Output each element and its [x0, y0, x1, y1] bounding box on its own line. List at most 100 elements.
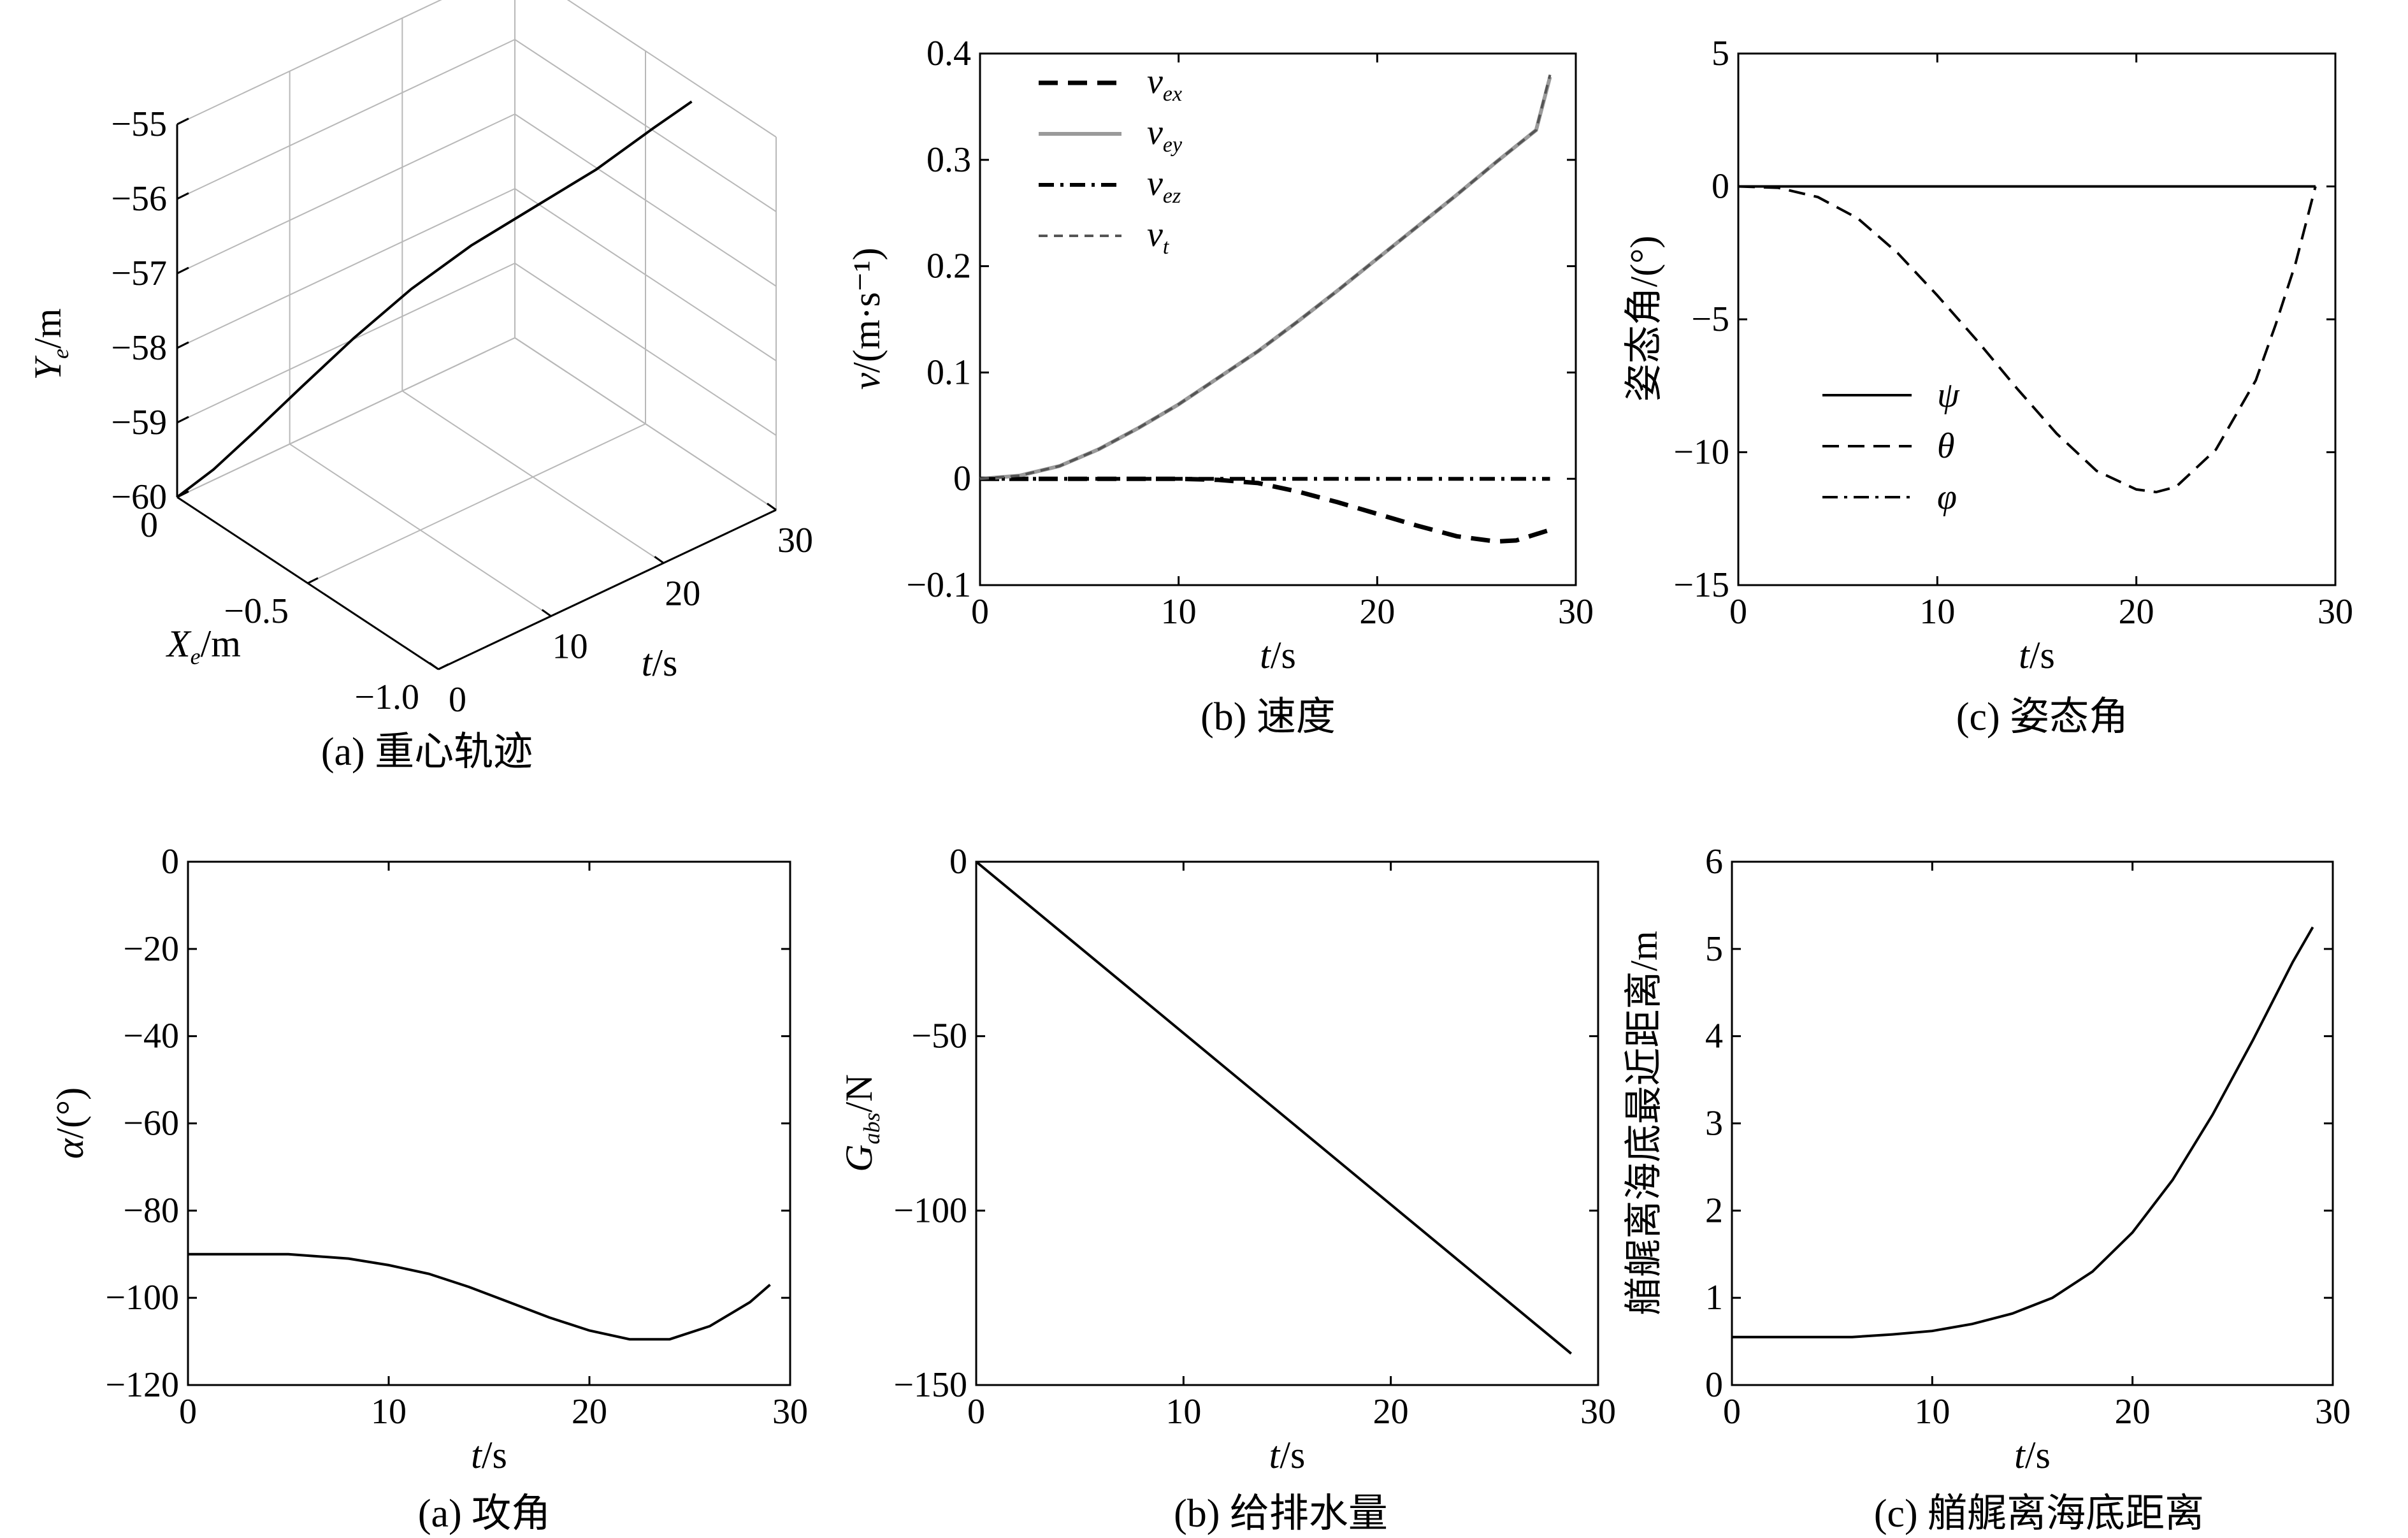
x-tick-label: 10	[1161, 592, 1197, 632]
plot-frame	[187, 860, 791, 1386]
series-line-vt	[979, 74, 1552, 481]
caption-velocity: (b) 速度	[1200, 695, 1336, 739]
t-tick-mark	[541, 609, 552, 617]
y-tick-label: −0.1	[906, 565, 971, 605]
y-tick-label: 1	[1705, 1278, 1723, 1317]
series-line-d	[1732, 926, 2314, 1338]
y-tick-mark	[177, 416, 189, 424]
y-axis-label: 姿态角/(°)	[1623, 236, 1665, 402]
y-tick-label: −60	[111, 477, 167, 517]
x-tick-label: 20	[2119, 592, 2154, 632]
y-tick-label: −150	[893, 1365, 967, 1405]
y-tick-label: 0.4	[926, 34, 971, 73]
y-tick-label: 0	[953, 459, 971, 498]
x-tick-label: 30	[1580, 1392, 1616, 1432]
x-tick-label: −0.5	[224, 591, 289, 631]
chart-attack-angle: 0 10 20 30 0 −20 −40 −60 −80 −100 −120 t/s α/(°)	[49, 842, 808, 1476]
x-tick-label: 20	[572, 1392, 607, 1432]
y-tick-label: 5	[1712, 34, 1729, 73]
y-tick-mark	[177, 192, 189, 200]
x-tick-label: 0	[971, 592, 989, 632]
y-tick-label: −80	[123, 1191, 179, 1230]
y-tick-label: 4	[1705, 1017, 1723, 1056]
caption-seabed-distance: (c) 艏艉离海底距离	[1874, 1492, 2204, 1535]
y-tick-mark	[177, 117, 189, 126]
caption-attack-angle: (a) 攻角	[418, 1492, 551, 1535]
grid-line	[177, 263, 515, 423]
x-tick-label: 30	[1558, 592, 1594, 632]
x-tick-label: 10	[1919, 592, 1955, 632]
y-tick-label: 2	[1705, 1191, 1723, 1230]
series-line-α	[188, 1252, 771, 1341]
t-tick-label: 30	[777, 521, 813, 560]
y-tick-label: −20	[123, 929, 179, 969]
x-tick-label: 10	[1914, 1392, 1950, 1432]
x-tick-mark	[307, 577, 319, 584]
y-tick-label: 0	[1705, 1365, 1723, 1405]
x-tick-label: 0	[1729, 592, 1747, 632]
x-tick-label: 10	[371, 1392, 407, 1432]
y-axis-label: Ye/m	[27, 308, 73, 381]
grid-line	[307, 423, 646, 584]
y-tick-label: 6	[1705, 842, 1723, 881]
x-tick-mark	[438, 663, 449, 671]
y-tick-label: 5	[1705, 929, 1723, 969]
x-tick-label: 0	[1723, 1392, 1741, 1432]
x-tick-label: 20	[2115, 1392, 2151, 1432]
y-tick-label: 0.3	[926, 140, 971, 180]
series-line-vex	[980, 476, 1551, 544]
y-tick-label: 0	[161, 842, 179, 881]
y-tick-label: −100	[105, 1278, 179, 1317]
y-tick-label: −10	[1673, 433, 1729, 472]
y-tick-label: 0	[949, 842, 967, 881]
y-axis-label: v/(m·s⁻¹)	[846, 248, 888, 390]
legend-label: vey	[1147, 113, 1183, 157]
chart-velocity: 0 10 20 300.40.30.20.10−0.1t/sv/(m·s⁻¹)vexv…	[846, 34, 1594, 676]
x-tick-label: 0	[140, 505, 158, 545]
t-tick-mark	[654, 556, 665, 564]
grid-line	[177, 113, 515, 274]
plot-frame	[1737, 52, 2337, 586]
x-tick-label: −1.0	[354, 678, 419, 717]
chart-trajectory-3d: −60 −59 −58 −57 −56 −55 0 −0.5 −1.0 0 10 20 30 Ye/m Xe…	[27, 0, 813, 720]
x-axis-label: t/s	[2014, 1434, 2051, 1476]
caption-attitude: (c) 姿态角	[1956, 695, 2128, 739]
x-tick-label: 30	[772, 1392, 808, 1432]
plot-frame	[975, 860, 1599, 1386]
y-tick-label: −56	[111, 179, 167, 219]
t-tick-label: 0	[449, 680, 466, 720]
y-tick-mark	[177, 341, 189, 349]
series-line-trajectory	[176, 100, 693, 498]
t-tick-mark	[429, 662, 439, 671]
y-tick-label: −58	[111, 328, 167, 368]
y-tick-label: 0.2	[926, 247, 971, 286]
grid-line	[177, 188, 515, 349]
t-tick-mark	[767, 502, 777, 511]
grid-line	[177, 39, 515, 200]
x-axis-label: Xe/m	[166, 623, 241, 669]
chart-water-ballast: 0 10 20 30 0 −50 −100 −150 t/s Gabs/N	[838, 842, 1616, 1476]
x-tick-label: 20	[1373, 1392, 1409, 1432]
x-axis-label: t/s	[1260, 634, 1296, 676]
y-tick-label: 0.1	[926, 352, 971, 392]
legend-label: θ	[1937, 426, 1955, 466]
y-tick-label: −60	[123, 1104, 179, 1143]
y-tick-label: −55	[111, 105, 167, 144]
y-axis-label: 艏艉离海底最近距离/m	[1623, 931, 1665, 1315]
series-line-Gabs	[975, 860, 1572, 1355]
y-tick-label: −100	[893, 1191, 967, 1230]
y-tick-label: −50	[911, 1017, 967, 1056]
series-line-θ	[1738, 185, 2317, 494]
x-tick-label: 30	[2315, 1392, 2351, 1432]
t-axis-line	[438, 509, 777, 671]
x-tick-label: 20	[1359, 592, 1395, 632]
grid-line	[177, 0, 442, 125]
x-tick-label: 30	[2318, 592, 2353, 632]
grid-line	[177, 337, 515, 498]
t-tick-label: 10	[552, 627, 588, 667]
y-tick-label: −120	[105, 1365, 179, 1405]
x-axis-label: t/s	[1269, 1434, 1306, 1476]
y-tick-label: −15	[1673, 565, 1729, 605]
legend-label: ψ	[1937, 375, 1960, 415]
